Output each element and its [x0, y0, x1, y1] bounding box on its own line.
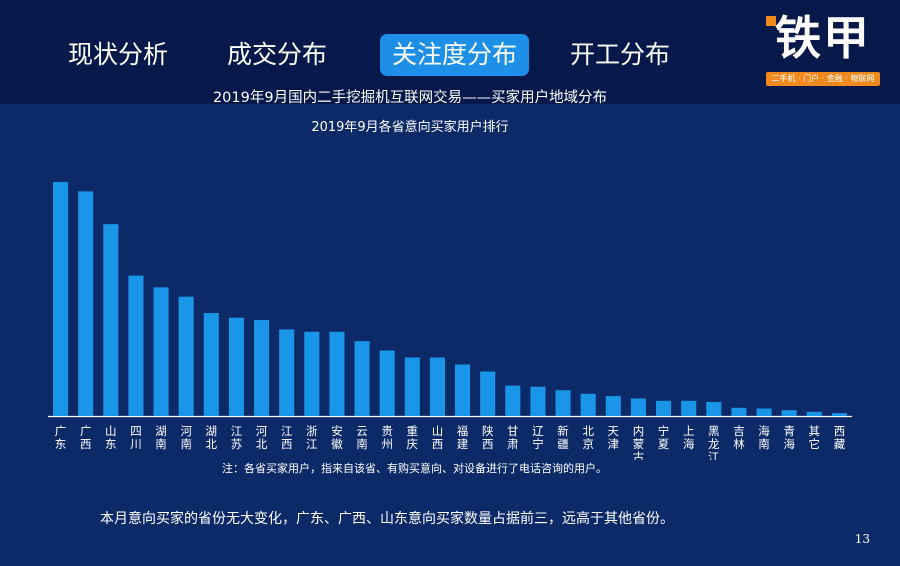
- brand-logo: 铁甲 二手机 · 门户 · 金融 · 物联网: [764, 8, 882, 92]
- tick-label-内蒙古: 内蒙古: [633, 424, 645, 460]
- tick-label-北京: 北京: [582, 424, 594, 451]
- tick-label-湖北: 湖北: [206, 424, 218, 451]
- tick-label-黑龙江: 黑龙江: [708, 424, 720, 460]
- tick-label-陕西: 陕西: [482, 424, 494, 451]
- tick-label-海南: 海南: [758, 424, 770, 451]
- bar-西藏: [831, 413, 847, 416]
- logo-tagline: 二手机 · 门户 · 金融 · 物联网: [766, 72, 880, 86]
- bar-山西: [429, 357, 445, 416]
- tick-label-浙江: 浙江: [306, 424, 318, 451]
- tick-label-甘肃: 甘肃: [507, 424, 519, 451]
- bar-陕西: [480, 371, 496, 416]
- bar-黑龙江: [706, 401, 722, 416]
- bar-其它: [806, 411, 822, 416]
- tick-label-河北: 河北: [256, 424, 268, 451]
- bar-广西: [78, 191, 94, 416]
- section-tabs: 现状分析 成交分布 关注度分布 开工分布: [0, 34, 760, 78]
- tick-label-其它: 其它: [809, 424, 821, 451]
- tab-deal-distribution[interactable]: 成交分布: [227, 40, 328, 69]
- page-number: 13: [854, 532, 870, 546]
- bar-福建: [455, 364, 471, 416]
- bar-内蒙古: [630, 398, 646, 416]
- tick-label-青海: 青海: [783, 424, 795, 451]
- bar-浙江: [304, 331, 320, 416]
- bar-辽宁: [530, 386, 546, 416]
- chart-title: 2019年9月国内二手挖掘机互联网交易——买家用户地域分布: [212, 90, 608, 106]
- bar-江苏: [228, 317, 244, 416]
- tick-label-辽宁: 辽宁: [532, 424, 544, 451]
- bar-河北: [254, 320, 270, 416]
- tick-label-四川: 四川: [130, 424, 142, 451]
- bar-山东: [103, 224, 119, 416]
- tab-status-analysis[interactable]: 现状分析: [68, 40, 169, 69]
- tick-label-河南: 河南: [180, 424, 192, 451]
- bar-青海: [781, 410, 797, 416]
- bar-天津: [605, 396, 621, 416]
- tab-attention-distribution[interactable]: 关注度分布: [380, 34, 530, 76]
- logo-accent-mark: [766, 16, 776, 26]
- tick-label-江苏: 江苏: [231, 424, 243, 451]
- tick-label-新疆: 新疆: [557, 424, 569, 451]
- tick-label-云南: 云南: [356, 424, 368, 451]
- bar-湖南: [153, 287, 169, 416]
- tick-label-广东: 广东: [55, 424, 67, 451]
- bar-上海: [681, 400, 697, 416]
- bar-贵州: [379, 350, 395, 416]
- tick-label-山西: 山西: [432, 424, 444, 451]
- tick-label-天津: 天津: [608, 424, 620, 451]
- bar-重庆: [404, 357, 420, 416]
- bar-甘肃: [505, 385, 521, 416]
- logo-wordmark: 铁甲: [775, 11, 871, 65]
- bar-湖北: [203, 313, 219, 416]
- chart-subtitle: 2019年9月各省意向买家用户排行: [311, 120, 509, 135]
- chart-footnote: 注：各省买家用户，指来自该省、有购买意向、对设备进行了电话咨询的用户。: [222, 462, 607, 475]
- bar-江西: [279, 329, 295, 416]
- bar-新疆: [555, 390, 571, 416]
- bar-北京: [580, 393, 596, 416]
- tick-label-湖南: 湖南: [155, 424, 167, 451]
- tick-label-吉林: 吉林: [733, 424, 745, 451]
- tick-label-安徽: 安徽: [331, 424, 343, 451]
- tick-label-贵州: 贵州: [381, 424, 393, 451]
- tick-label-山东: 山东: [105, 424, 117, 451]
- bar-云南: [354, 341, 370, 416]
- tick-label-上海: 上海: [683, 424, 695, 451]
- tick-label-西藏: 西藏: [834, 424, 846, 451]
- bar-广东: [53, 182, 69, 416]
- bar-海南: [756, 408, 772, 416]
- bar-chart: 广东广西山东四川湖南河南湖北江苏河北江西浙江安徽云南贵州重庆山西福建陕西甘肃辽宁…: [48, 182, 852, 460]
- tab-operation-distribution[interactable]: 开工分布: [570, 40, 671, 69]
- bar-安徽: [329, 331, 345, 416]
- tick-label-福建: 福建: [457, 424, 469, 451]
- bar-吉林: [731, 407, 747, 416]
- bar-宁夏: [656, 400, 672, 416]
- bar-四川: [128, 275, 144, 416]
- tick-label-宁夏: 宁夏: [658, 424, 670, 451]
- tick-label-江西: 江西: [281, 424, 293, 451]
- tick-label-广西: 广西: [80, 424, 92, 451]
- bar-河南: [178, 296, 194, 416]
- summary-text: 本月意向买家的省份无大变化，广东、广西、山东意向买家数量占据前三，远高于其他省份…: [100, 511, 674, 527]
- tick-label-重庆: 重庆: [407, 424, 419, 451]
